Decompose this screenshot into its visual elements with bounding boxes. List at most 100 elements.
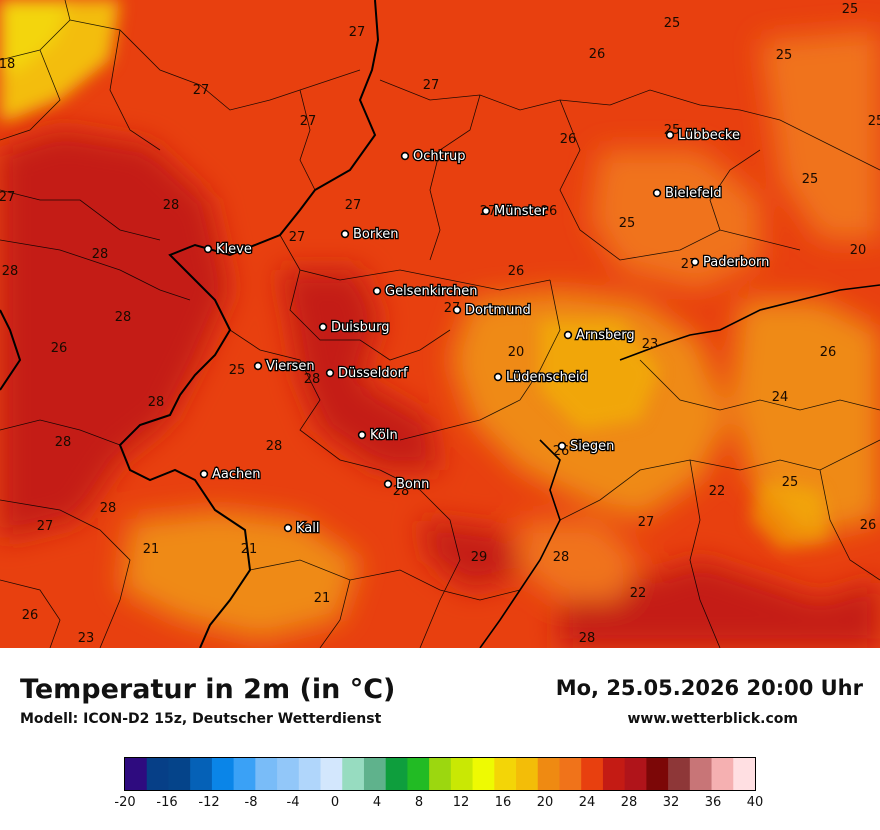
city-label: Bielefeld	[665, 186, 722, 201]
city-dot-icon	[253, 361, 263, 371]
temperature-value: 20	[508, 345, 525, 360]
temperature-value: 23	[642, 337, 659, 352]
color-scale-swatch	[168, 758, 191, 790]
city-marker[interactable]: Arnsberg	[563, 327, 636, 344]
city-marker[interactable]: Kall	[283, 520, 321, 537]
website-link[interactable]: www.wetterblick.com	[627, 711, 799, 727]
temperature-value: 28	[2, 264, 19, 279]
temperature-value: 28	[55, 435, 72, 450]
city-dot-icon	[383, 479, 393, 489]
temperature-value: 28	[304, 372, 321, 387]
color-scale-swatch	[320, 758, 343, 790]
temperature-value: 27	[300, 114, 317, 129]
temperature-value: 25	[782, 475, 799, 490]
city-label: Lüdenscheid	[506, 370, 588, 385]
city-marker[interactable]: Köln	[357, 427, 399, 444]
city-marker[interactable]: Ochtrup	[400, 148, 467, 165]
temperature-value: 25	[802, 172, 819, 187]
color-scale-tick-label: 28	[620, 795, 638, 810]
city-marker[interactable]: Dortmund	[452, 302, 532, 319]
temperature-value: 25	[619, 216, 636, 231]
color-scale-tick-label: 8	[414, 795, 424, 810]
region-borders	[0, 0, 880, 648]
temperature-value: 22	[709, 484, 726, 499]
temperature-value: 28	[115, 310, 132, 325]
city-marker[interactable]: Düsseldorf	[325, 365, 409, 382]
temperature-value: 25	[776, 48, 793, 63]
temperature-value: 26	[51, 341, 68, 356]
temperature-value: 21	[314, 591, 331, 606]
temperature-values: 27 25 25 18 26 25 27 27 27 26 25 25 27 28 27 27 26 25 25 28…	[0, 2, 880, 646]
temperature-value: 21	[241, 542, 258, 557]
color-scale-swatch	[125, 758, 148, 790]
color-scale-swatch	[407, 758, 430, 790]
temperature-value: 27	[289, 230, 306, 245]
city-label: Köln	[370, 428, 398, 443]
city-marker[interactable]: Bonn	[383, 476, 431, 493]
color-scale-swatch	[711, 758, 734, 790]
city-marker[interactable]: Lübbecke	[665, 127, 741, 144]
color-scale-tick-label: -16	[156, 795, 178, 810]
city-label: Paderborn	[703, 255, 769, 270]
color-scale-tick-label: 36	[704, 795, 722, 810]
temperature-field	[0, 0, 880, 648]
color-scale-swatch	[668, 758, 691, 790]
city-dot-icon	[357, 430, 367, 440]
color-scale-tick-label: 16	[494, 795, 512, 810]
city-marker[interactable]: Gelsenkirchen	[372, 283, 479, 300]
city-dot-icon	[557, 441, 567, 451]
temperature-value: 26	[508, 264, 525, 279]
temperature-value: 26	[541, 204, 558, 219]
color-scale-tick-label: -4	[286, 795, 300, 810]
city-marker[interactable]: Lüdenscheid	[493, 369, 589, 386]
color-scale-swatch	[733, 758, 756, 790]
temperature-value: 28	[266, 439, 283, 454]
color-scale-swatch	[385, 758, 408, 790]
temperature-value: 27	[638, 515, 655, 530]
temperature-value: 28	[163, 198, 180, 213]
city-marker[interactable]: Viersen	[253, 358, 316, 375]
temperature-value: 27	[423, 78, 440, 93]
city-marker[interactable]: Aachen	[199, 466, 262, 483]
city-label: Duisburg	[331, 320, 390, 335]
city-marker[interactable]: Borken	[340, 226, 400, 243]
color-scale-tick-label: -20	[114, 795, 136, 810]
city-dot-icon	[481, 206, 491, 216]
city-label: Lübbecke	[678, 128, 740, 143]
city-label: Siegen	[570, 439, 614, 454]
color-scale-swatch	[494, 758, 517, 790]
city-dot-icon	[203, 244, 213, 254]
temperature-value: 28	[148, 395, 165, 410]
temperature-value: 26	[820, 345, 837, 360]
city-marker[interactable]: Duisburg	[318, 319, 391, 336]
city-marker[interactable]: Kleve	[203, 241, 253, 258]
temperature-value: 26	[560, 132, 577, 147]
temperature-value: 21	[143, 542, 160, 557]
city-label: Arnsberg	[576, 328, 635, 343]
city-label: Dortmund	[465, 303, 531, 318]
temperature-value: 28	[92, 247, 109, 262]
color-scale-tick-label: 24	[578, 795, 596, 810]
city-dot-icon	[665, 130, 675, 140]
color-scale-swatch	[233, 758, 256, 790]
map-footer: Temperatur in 2m (in °C) Modell: ICON-D2…	[0, 648, 880, 830]
city-marker[interactable]: Siegen	[557, 438, 616, 455]
city-marker[interactable]: Münster	[481, 203, 549, 220]
color-scale-swatch	[689, 758, 712, 790]
city-label: Viersen	[266, 359, 315, 374]
temperature-value: 26	[860, 518, 877, 533]
city-label: Bonn	[396, 477, 429, 492]
color-scale-swatch	[450, 758, 473, 790]
color-scale-swatch	[581, 758, 604, 790]
city-label: Gelsenkirchen	[385, 284, 478, 299]
temperature-value: 27	[193, 83, 210, 98]
color-scale-tick-label: 12	[452, 795, 470, 810]
city-dot-icon	[400, 151, 410, 161]
color-scale-swatch	[537, 758, 560, 790]
color-scale-swatch	[472, 758, 495, 790]
city-dot-icon	[318, 322, 328, 332]
city-marker[interactable]: Paderborn	[690, 254, 771, 271]
city-dot-icon	[325, 368, 335, 378]
color-scale-swatch	[190, 758, 213, 790]
city-marker[interactable]: Bielefeld	[652, 185, 723, 202]
